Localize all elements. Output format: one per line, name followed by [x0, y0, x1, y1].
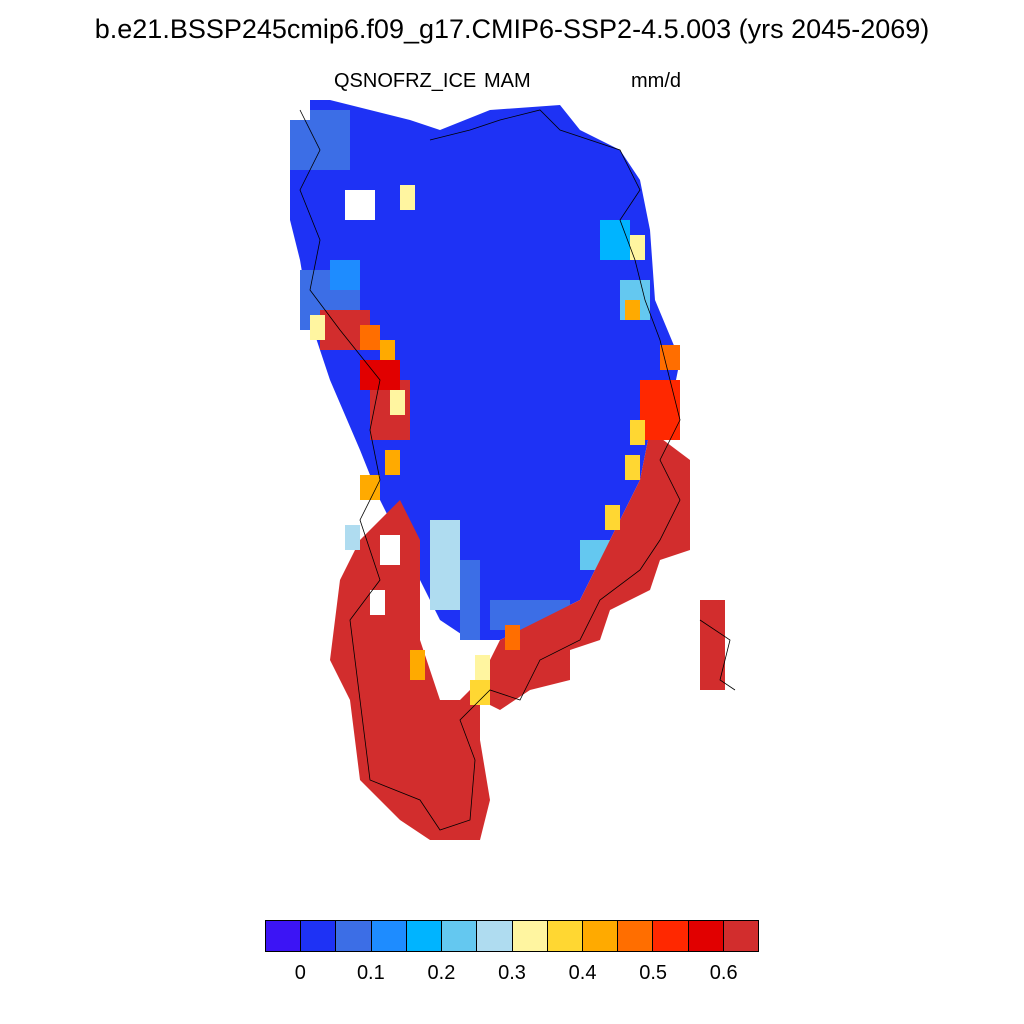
colorbar-tick-label: 0.2	[427, 962, 456, 984]
colorbar-cell	[477, 921, 513, 951]
colorbar-cell	[336, 921, 372, 951]
colorbar-cell	[582, 921, 619, 951]
colorbar-cell	[301, 921, 337, 951]
map-title: b.e21.BSSP245cmip6.f09_g17.CMIP6-SSP2-4.…	[94, 14, 930, 44]
colorbar-cell	[547, 921, 583, 951]
colorbar-tick-label: 0.4	[568, 962, 597, 984]
season-label: MAM	[484, 70, 531, 92]
colorbar-cell	[442, 921, 478, 951]
colorbar-cell	[688, 921, 724, 951]
colorbar	[265, 920, 759, 952]
colorbar-tick-label: 0	[294, 962, 306, 984]
colorbar-cell	[406, 921, 443, 951]
interior-field	[290, 100, 680, 640]
coastline	[299, 109, 736, 831]
colorbar-tick-label: 0.3	[498, 962, 526, 984]
colorbar-tick-label: 0.6	[709, 962, 738, 984]
colorbar-tick-label: 0.1	[356, 962, 385, 984]
units-label: mm/d	[631, 70, 681, 92]
colorbar-tick-label: 0.5	[639, 962, 668, 984]
transition-cells	[310, 185, 680, 705]
colorbar-cell	[371, 921, 407, 951]
colorbar-cell	[266, 921, 302, 951]
variable-label: QSNOFRZ_ICE	[334, 70, 477, 92]
colorbar-cell	[618, 921, 654, 951]
colorbar-cell	[512, 921, 548, 951]
colorbar-cell	[723, 921, 759, 951]
colorbar-cell	[653, 921, 689, 951]
